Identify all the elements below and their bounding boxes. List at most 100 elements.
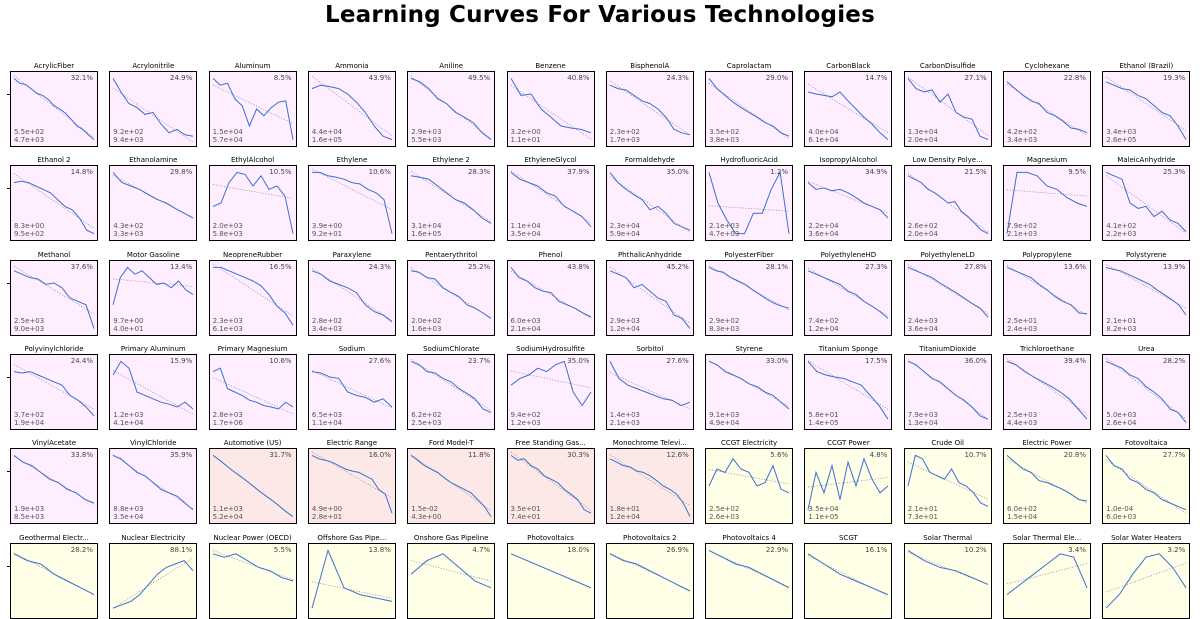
panel-svg [609, 80, 691, 136]
panel-svg [1106, 357, 1187, 423]
end-value-label: 9.0e+03 [14, 324, 45, 333]
end-value-label: 1.2e+04 [808, 324, 839, 333]
panel-plot-area: 1.2% 2.1e+03 4.7e+03 [705, 165, 794, 242]
chart-panel: Polystyrene 13.9% 2.1e+01 8.2e+03 [1102, 250, 1191, 336]
trend-line [311, 267, 393, 321]
panel-svg [1006, 358, 1088, 420]
trend-line [113, 369, 194, 415]
chart-panel: Primary Magnesium 10.6% 2.8e+03 1.7e+06 [208, 344, 297, 430]
chart-panel: Phenol 43.8% 6.0e+03 2.1e+04 [506, 250, 595, 336]
panel-title: Nuclear Electricity [121, 533, 186, 542]
chart-panel: Fotovoltaica 27.7% 1.0e-04 6.0e+03 [1102, 438, 1191, 525]
panel-title: Motor Gasoline [126, 250, 180, 259]
panel-plot-area: 20.8% 6.0e+02 1.5e+04 [1003, 448, 1091, 525]
start-value-label: 9.4e+02 [510, 410, 541, 419]
panel-svg [708, 171, 790, 235]
learning-rate-label: 10.6% [269, 356, 292, 365]
panel-svg [1105, 552, 1187, 609]
learning-rate-label: 25.2% [467, 262, 491, 271]
start-value-label: 3.2e+00 [510, 128, 541, 136]
panel-plot-area: 30.3% 3.5e+01 7.4e+01 [506, 448, 595, 525]
start-value-label: 2.4e+03 [907, 316, 938, 325]
chart-panel: SodiumHydrosulfite 35.0% 9.4e+02 1.2e+03 [506, 344, 595, 430]
panel-plot-area: 28.2% 5.0e+03 2.6e+04 [1102, 353, 1191, 430]
panel-svg [510, 552, 591, 588]
panel-plot-area: 28.3% 3.1e+04 1.6e+05 [407, 165, 496, 242]
start-value-label: 2.8e+02 [311, 316, 343, 325]
trend-line [212, 263, 293, 316]
learning-rate-label: 31.7% [269, 451, 292, 460]
start-value-label: 2.0e+02 [411, 316, 442, 325]
end-value-label: 1.4e+05 [808, 418, 839, 427]
panel-title: Electric Range [326, 439, 378, 448]
panel-title: Solar Thermal Ele... [1012, 533, 1082, 542]
trend-line [808, 477, 889, 488]
learning-rate-label: 19.3% [1163, 74, 1186, 82]
start-value-label: 2.6e+02 [907, 222, 938, 231]
series-line [1006, 360, 1088, 420]
series-line [410, 455, 492, 518]
panel-svg [907, 454, 988, 508]
end-value-label: 2.0e+04 [907, 230, 938, 239]
chart-panel: MaleicAnhydride 25.3% 4.1e+02 2.2e+03 [1102, 155, 1191, 242]
panel-svg [112, 360, 194, 415]
panel-plot-area: 26.9% [605, 542, 694, 619]
panel-svg [112, 78, 194, 143]
panel-title: Magnesium [1026, 156, 1068, 165]
panel-title: VinylChloride [130, 439, 177, 448]
panel-title: Cyclohexane [1024, 62, 1070, 70]
panel-svg [113, 454, 194, 511]
end-value-label: 4.0e+01 [113, 324, 144, 333]
panel-svg [212, 263, 294, 326]
panel-svg [609, 454, 691, 518]
start-value-label: 8.3e+00 [14, 222, 45, 231]
panel-title: BisphenolA [630, 62, 670, 70]
panel-plot-area: 10.6% 3.9e+00 9.2e+01 [307, 165, 396, 242]
panel-title: VinylAcetate [31, 439, 76, 448]
trend-line [113, 278, 194, 287]
panel-plot-area: 25.3% 4.1e+02 2.2e+03 [1102, 165, 1191, 242]
panel-title: Nuclear Power (OECD) [213, 533, 292, 542]
start-value-label: 3.9e+00 [311, 222, 343, 231]
panel-title: Titanium Sponge [818, 344, 879, 353]
series-line [907, 360, 988, 420]
panel-svg [1006, 81, 1088, 137]
series-line [411, 77, 492, 140]
end-value-label: 1.6e+05 [411, 230, 442, 239]
trend-line [1106, 357, 1187, 420]
learning-rate-label: 13.4% [170, 262, 193, 271]
panel-title: Solar Thermal [923, 533, 973, 542]
learning-rate-label: 28.1% [765, 262, 789, 271]
panel-svg [1105, 455, 1187, 514]
panel-title: CarbonDisulfide [919, 62, 976, 70]
learning-rate-label: 4.7% [472, 545, 491, 554]
learning-rate-label: 45.2% [666, 262, 689, 271]
panel-plot-area: 32.1% 5.5e+02 4.7e+03 [7, 71, 98, 147]
end-value-label: 3.4e+03 [1007, 136, 1038, 144]
panel-svg [410, 76, 492, 140]
start-value-label: 9.2e+02 [113, 128, 144, 136]
chart-panel: VinylChloride 35.9% 8.8e+03 3.5e+04 [109, 438, 198, 525]
start-value-label: 4.2e+02 [1007, 128, 1038, 136]
panel-title: Offshore Gas Pipe... [317, 533, 387, 542]
end-value-label: 7.3e+01 [907, 513, 938, 522]
panel-svg [410, 358, 492, 413]
panel-svg [510, 266, 591, 319]
trend-line [510, 84, 591, 140]
panel-plot-area: 3.2% [1102, 542, 1191, 619]
chart-grid: AcrylicFiber 32.1% 5.5e+02 4.7e+03 Acrylonit… [7, 62, 1191, 619]
learning-rate-label: 27.6% [368, 356, 391, 365]
learning-rate-label: 3.4% [1068, 545, 1086, 554]
chart-panel: Solar Thermal Ele... 3.4% [1003, 533, 1091, 619]
panel-plot-area: 11.8% 1.5e-02 4.3e+00 [407, 448, 496, 525]
start-value-label: 2.5e+03 [1007, 410, 1038, 419]
chart-panel: Onshore Gas Pipeline 4.7% [407, 533, 496, 619]
start-value-label: 9.1e+03 [709, 410, 740, 419]
chart-panel: Ford Model-T 11.8% 1.5e-02 4.3e+00 [407, 438, 496, 525]
panel-svg [410, 454, 492, 518]
series-line [113, 559, 194, 609]
panel-svg [510, 451, 591, 514]
trend-line [1006, 358, 1088, 415]
panel-plot-area: 27.6% 1.4e+03 2.1e+03 [605, 353, 694, 430]
end-value-label: 5.8e+03 [212, 230, 243, 239]
